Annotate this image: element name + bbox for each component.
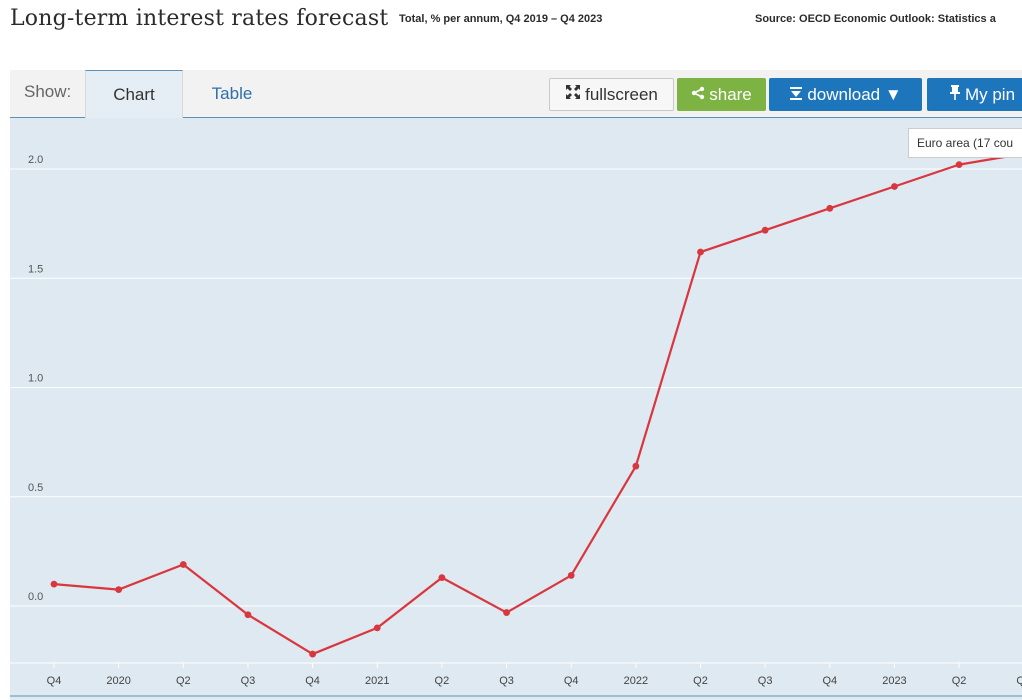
chart-title: Long-term interest rates forecast [10, 6, 389, 31]
download-icon [789, 78, 803, 111]
pin-icon [949, 78, 961, 111]
fullscreen-button[interactable]: fullscreen [549, 78, 674, 111]
data-point [567, 572, 575, 579]
data-point [761, 226, 769, 234]
chart-plot-area: 0.0 0.5 1.0 1.5 2.0 Q4 2020 Q2 Q3 Q4 2021 Q2 Q3 Q4 202… [10, 118, 1022, 700]
data-point [697, 248, 704, 256]
tab-chart[interactable]: Chart [85, 70, 183, 118]
y-tick-label: 1.0 [28, 373, 43, 385]
x-tick-label: Q3 [241, 675, 256, 687]
x-tick-label: Q3 [1016, 675, 1022, 687]
share-button[interactable]: share [677, 78, 766, 111]
data-point [826, 204, 834, 212]
data-point [438, 574, 446, 581]
x-tick-label: Q4 [822, 675, 837, 687]
x-tick-label: 2023 [882, 675, 906, 687]
x-tick-label: 2022 [624, 675, 648, 687]
show-label: Show: [24, 82, 72, 101]
y-tick-label: 0.0 [28, 591, 43, 603]
series-line [53, 152, 1022, 656]
y-tick-label: 1.5 [28, 263, 43, 275]
toolbar: Show: Chart Table fullscreen share do [10, 70, 1022, 118]
data-point [955, 161, 963, 169]
y-tick-label: 2.0 [28, 154, 43, 166]
x-tick-label: 2021 [365, 675, 389, 687]
x-tick-label: Q3 [499, 675, 514, 687]
data-point [179, 561, 187, 568]
data-point [244, 611, 252, 619]
download-label: download ▼ [807, 85, 902, 104]
x-tick-label: Q2 [435, 675, 450, 687]
tab-table[interactable]: Table [211, 84, 253, 103]
data-point [503, 609, 510, 616]
x-tick-label: Q4 [47, 675, 62, 687]
chart-header: Long-term interest rates forecast Total,… [0, 0, 1022, 70]
my-pin-button[interactable]: My pin [927, 78, 1022, 111]
x-tick-label: Q2 [693, 675, 708, 687]
data-point [50, 580, 58, 588]
data-point [373, 624, 381, 632]
download-button[interactable]: download ▼ [769, 78, 922, 111]
x-tick-label: Q4 [305, 675, 320, 687]
line-chart: 0.0 0.5 1.0 1.5 2.0 Q4 2020 Q2 Q3 Q4 2021 Q2 Q3 Q4 202… [10, 150, 1022, 697]
x-tick-label: 2020 [106, 675, 130, 687]
source-note: Source: OECD Economic Outlook: Statistic… [755, 13, 996, 25]
x-tick-label: Q4 [564, 675, 579, 687]
x-tick-label: Q2 [176, 675, 191, 687]
y-tick-label: 0.5 [28, 482, 43, 494]
fullscreen-label: fullscreen [585, 85, 658, 104]
data-point [115, 586, 123, 594]
series-tooltip: Euro area (17 cou [908, 128, 1022, 158]
x-tick-label: Q3 [758, 675, 773, 687]
data-point [891, 183, 898, 190]
x-tick-label: Q2 [952, 675, 967, 687]
chart-subtitle: Total, % per annum, Q4 2019 – Q4 2023 [399, 13, 603, 25]
data-point [632, 462, 640, 470]
share-icon [691, 78, 705, 111]
share-label: share [709, 85, 752, 104]
my-pin-label: My pin [964, 85, 1016, 104]
expand-icon [565, 79, 581, 110]
data-point [309, 650, 316, 658]
